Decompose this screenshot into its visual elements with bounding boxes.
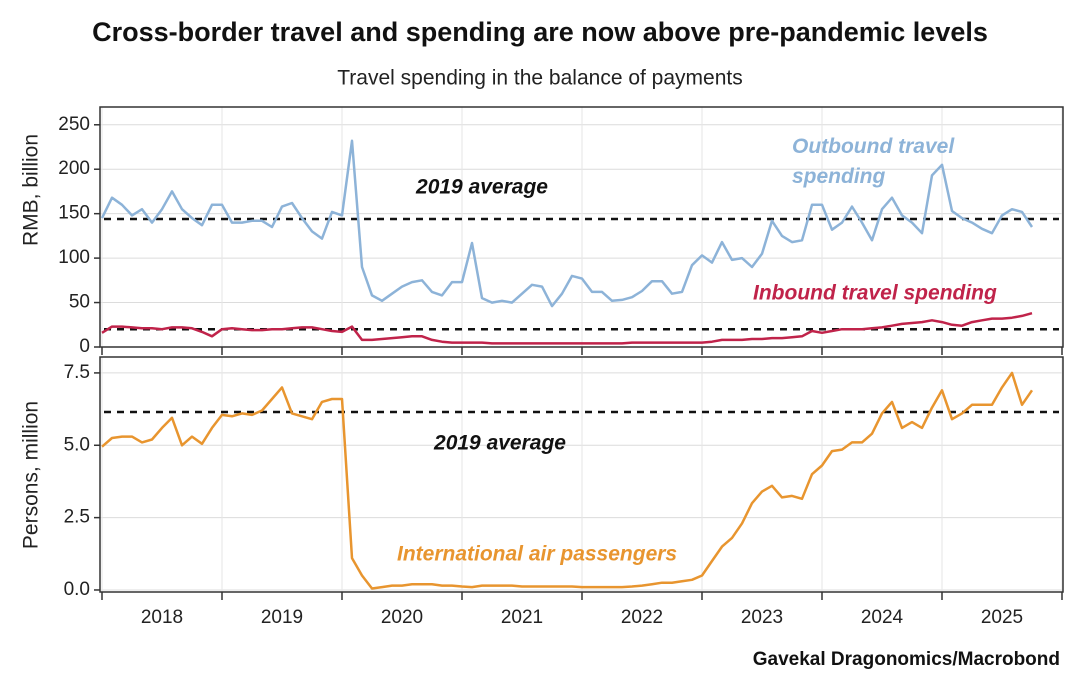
y-axis-label: Persons, million [20, 401, 43, 549]
series-line [101, 311, 1033, 345]
y-tick-label: 0 [79, 336, 90, 357]
series-label-box: Outbound travel spending [792, 135, 955, 188]
x-tick-label: 2022 [621, 607, 663, 628]
y-tick-label: 200 [58, 158, 90, 179]
series-line [100, 139, 1034, 308]
plot-frame [99, 106, 1064, 348]
chart-title: Cross-border travel and spending are now… [92, 17, 988, 47]
y-tick-label: 150 [58, 203, 90, 224]
chart-subtitle: Travel spending in the balance of paymen… [337, 67, 742, 90]
x-tick-label: 2023 [741, 607, 783, 628]
y-axis-label: RMB, billion [20, 134, 43, 246]
reference-label: 2019 average [415, 176, 548, 199]
y-tick-label: 0.0 [64, 579, 90, 600]
x-tick-label: 2025 [981, 607, 1023, 628]
series-label: Inbound travel spending [753, 282, 997, 305]
x-tick-label: 2019 [261, 607, 303, 628]
series-label: International air passengers [397, 543, 677, 566]
y-tick-label: 100 [58, 247, 90, 268]
x-tick-label: 2018 [141, 607, 183, 628]
y-tick-label: 5.0 [64, 434, 90, 455]
source: Gavekal Dragonomics/Macrobond [753, 649, 1060, 670]
y-tick-label: 250 [58, 114, 90, 135]
y-tick-label: 50 [69, 292, 90, 313]
x-tick-label: 2020 [381, 607, 423, 628]
x-tick-label: 2021 [501, 607, 543, 628]
series-label: Outbound travel spending [792, 135, 955, 188]
y-tick-label: 7.5 [64, 362, 90, 383]
reference-label: 2019 average [433, 432, 566, 455]
x-tick-label: 2024 [861, 607, 904, 628]
plot-frame [99, 356, 1064, 593]
series-line [101, 371, 1034, 590]
y-tick-label: 2.5 [64, 507, 90, 528]
